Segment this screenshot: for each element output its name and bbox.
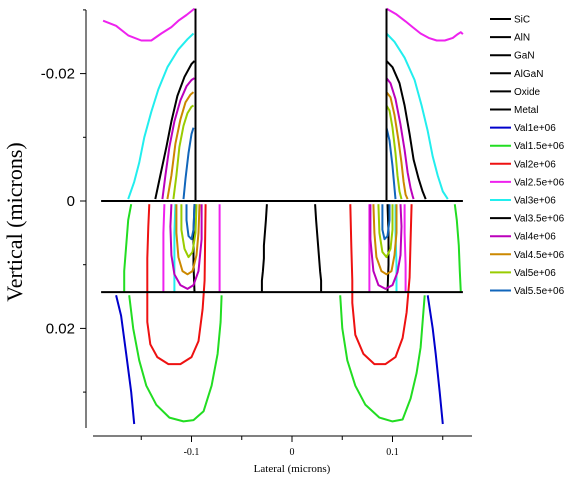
contour-val1-5e-06-2 xyxy=(128,295,223,423)
contour-val1e-06-0 xyxy=(115,295,136,425)
contour-val2e-06-0 xyxy=(146,204,207,366)
contour-val4-5e-06-1 xyxy=(385,91,409,200)
legend-label-val2e-06: Val2e+06 xyxy=(514,159,556,170)
contour-val5e-06-1 xyxy=(385,104,403,200)
plot-area xyxy=(101,7,464,425)
x-tick-label: 0 xyxy=(290,447,295,458)
legend-label-val3-5e-06: Val3.5e+06 xyxy=(514,214,565,225)
contour-val5e-06-0 xyxy=(172,104,195,200)
contour-val4e-06-0 xyxy=(161,77,196,200)
contour-val5e-06-2 xyxy=(180,204,198,259)
contour-val3e-06-2 xyxy=(127,32,195,200)
contour-val2-5e-06-4 xyxy=(102,7,196,42)
y-tick-label: 0 xyxy=(67,193,75,210)
contour-val3-5e-06-1 xyxy=(314,204,323,293)
x-tick-label: 0.1 xyxy=(386,447,399,458)
contour-val4e-06-3 xyxy=(369,204,403,290)
legend-label-algan: AlGaN xyxy=(514,69,543,80)
contour-val3e-06-3 xyxy=(385,32,449,200)
axes: Lateral (microns) Vertical (microns) -0.… xyxy=(2,9,472,475)
contour-val3-5e-06-3 xyxy=(385,60,427,200)
legend-label-val1-5e-06: Val1.5e+06 xyxy=(514,141,565,152)
contour-val3-5e-06-2 xyxy=(154,60,196,200)
legend-label-sic: SiC xyxy=(514,15,530,26)
legend-label-val5e-06: Val5e+06 xyxy=(514,268,556,279)
contour-val3e-06-0 xyxy=(173,204,177,293)
legend-label-val5-5e-06: Val5.5e+06 xyxy=(514,286,565,297)
contour-val5-5e-06-1 xyxy=(385,127,397,200)
contour-val4e-06-1 xyxy=(385,77,415,200)
legend-label-val1e-06: Val1e+06 xyxy=(514,123,556,134)
contour-val4-5e-06-2 xyxy=(175,204,201,276)
contour-val4e-06-2 xyxy=(169,204,203,290)
contour-val2e-06-1 xyxy=(349,204,413,366)
contour-val1-5e-06-3 xyxy=(339,295,426,423)
contour-val5-5e-06-3 xyxy=(381,204,391,241)
contour-val3-5e-06-0 xyxy=(260,204,268,293)
legend-label-val4e-06: Val4e+06 xyxy=(514,232,556,243)
contour-val5-5e-06-2 xyxy=(185,204,196,241)
contour-val4-5e-06-3 xyxy=(372,204,398,276)
legend: SiC AlN GaN AlGaN Oxide Metal Val1e+06 Val1.5e+… xyxy=(490,15,565,297)
contour-val5-5e-06-0 xyxy=(182,127,195,200)
contour-val2-5e-06-5 xyxy=(385,7,464,42)
x-axis-title: Lateral (microns) xyxy=(254,463,331,475)
legend-label-val3e-06: Val3e+06 xyxy=(514,196,556,207)
contour-val4-5e-06-0 xyxy=(166,91,195,200)
y-tick-label: -0.02 xyxy=(41,66,75,83)
contour-val2-5e-06-0 xyxy=(162,204,166,293)
contour-val1-5e-06-1 xyxy=(453,204,462,293)
legend-label-metal: Metal xyxy=(514,105,538,116)
legend-label-val4-5e-06: Val4.5e+06 xyxy=(514,250,565,261)
contour-val2-5e-06-3 xyxy=(403,204,407,293)
legend-label-val2-5e-06: Val2.5e+06 xyxy=(514,177,565,188)
contour-val1e-06-1 xyxy=(426,295,444,425)
legend-label-gan: GaN xyxy=(514,51,535,62)
y-tick-label: 0.02 xyxy=(46,320,75,337)
contour-val1-5e-06-0 xyxy=(123,204,133,293)
x-tick-label: -0.1 xyxy=(184,447,200,458)
legend-label-aln: AlN xyxy=(514,33,530,44)
legend-label-oxide: Oxide xyxy=(514,87,541,98)
y-axis-title: Vertical (microns) xyxy=(2,142,27,301)
contour-val3-5e-06-5 xyxy=(386,204,390,293)
contour-val5e-06-3 xyxy=(377,204,394,259)
